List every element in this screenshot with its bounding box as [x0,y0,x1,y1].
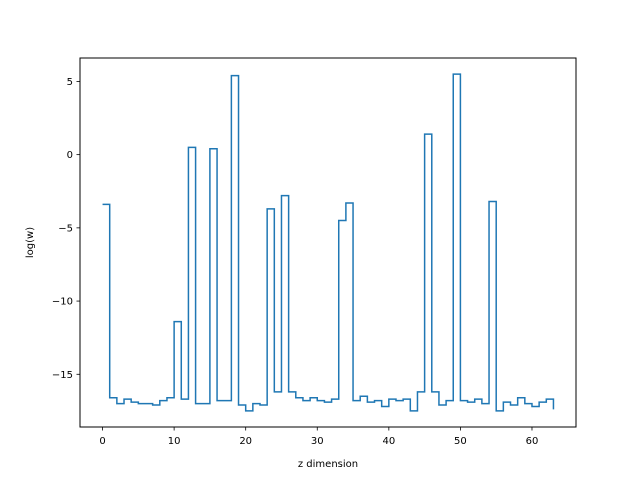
y-axis-label: log(w) [25,227,36,258]
y-tick-label: −10 [52,297,73,308]
series-line-0 [102,73,555,412]
plot-area [102,73,555,412]
x-axis: 0 10 20 30 40 50 60 [99,427,538,447]
y-tick-label: −5 [58,223,73,234]
y-tick-label: −15 [52,370,73,381]
x-tick-label: 30 [311,436,324,447]
y-tick-label: 5 [67,77,73,88]
x-tick-label: 0 [99,436,105,447]
y-tick-label: 0 [67,150,73,161]
x-tick-label: 20 [239,436,252,447]
x-axis-label: z dimension [298,459,358,470]
x-tick-label: 60 [526,436,539,447]
x-tick-label: 10 [168,436,181,447]
y-axis: 5 0 −5 −10 −15 [52,77,80,381]
axes-frame [79,57,577,428]
x-tick-label: 40 [382,436,395,447]
x-tick-label: 50 [454,436,467,447]
